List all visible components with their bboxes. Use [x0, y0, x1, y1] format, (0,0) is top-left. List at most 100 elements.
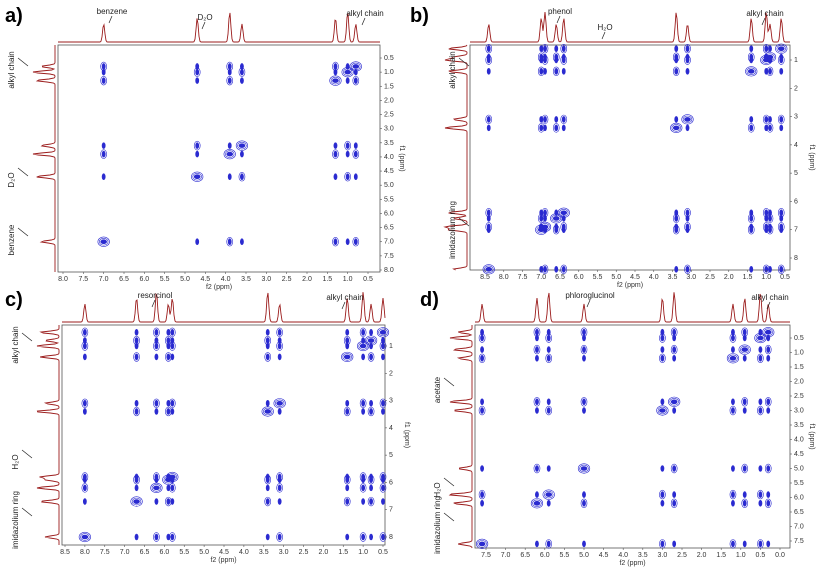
- cross-peak: [361, 473, 366, 481]
- diagonal-peak: [378, 328, 388, 337]
- cross-peak: [359, 532, 367, 542]
- cross-peak: [672, 540, 677, 548]
- x-tick-label: 8.0: [499, 274, 509, 281]
- cross-peak: [554, 124, 559, 132]
- annotation-arrow: [443, 512, 455, 522]
- diagonal-peak: [482, 264, 495, 275]
- cross-peak: [766, 465, 771, 472]
- cross-peak: [672, 328, 677, 336]
- cross-peak: [485, 43, 493, 54]
- cross-peak: [684, 208, 691, 218]
- x-tick-label: 6.0: [540, 552, 550, 559]
- y-tick-label: 6.0: [794, 495, 804, 502]
- cross-peak: [535, 407, 539, 414]
- y-tick-label: 7: [794, 227, 798, 234]
- diagonal-peak: [261, 406, 274, 417]
- cross-peak: [545, 353, 553, 363]
- cross-peak: [381, 399, 385, 407]
- cross-peak: [758, 354, 763, 362]
- annotation-arrow: [151, 299, 156, 308]
- y-tick-label: 7: [389, 507, 393, 514]
- cross-peak: [359, 483, 367, 493]
- cross-peak: [240, 68, 244, 76]
- cross-peak: [580, 327, 588, 337]
- x-tick-label: 1.0: [343, 276, 353, 283]
- cross-peak: [81, 398, 89, 408]
- cross-peak: [660, 398, 665, 406]
- cross-peak: [731, 491, 735, 498]
- cross-peak: [82, 342, 87, 350]
- cross-peak: [764, 498, 772, 508]
- top-annotation: benzene: [97, 7, 128, 16]
- diagonal-peak: [766, 54, 774, 60]
- cross-peak: [81, 472, 89, 482]
- cross-peak: [731, 465, 735, 472]
- x-tick-label: 2.5: [705, 274, 715, 281]
- y-tick-label: 6: [794, 198, 798, 205]
- diagonal-peak: [540, 223, 550, 231]
- x-tick-label: 1.5: [322, 276, 332, 283]
- cross-peak: [352, 75, 360, 86]
- cross-peak: [546, 398, 551, 406]
- diagonal-peak: [738, 344, 751, 355]
- cross-peak: [660, 334, 665, 342]
- diagonal-peak: [544, 490, 554, 499]
- cross-peak: [345, 150, 350, 158]
- cross-peak: [240, 173, 244, 181]
- diagonal-peak: [341, 351, 354, 363]
- diagonal-peak: [153, 485, 160, 491]
- diagonal-peak: [764, 329, 772, 335]
- y-tick-label: 4.5: [384, 168, 394, 175]
- cross-peak: [277, 342, 282, 350]
- y-axis-title: f1 (ppm): [403, 422, 410, 448]
- cross-peak: [227, 68, 232, 76]
- cross-peak: [332, 237, 339, 247]
- cross-peak: [731, 328, 735, 336]
- cross-peak: [580, 344, 588, 355]
- cross-peak: [779, 209, 784, 217]
- cross-peak: [264, 335, 272, 346]
- diagonal-peak: [151, 484, 162, 492]
- cross-peak: [276, 327, 283, 338]
- diagonal-peak: [332, 78, 339, 83]
- cross-peak: [381, 533, 385, 541]
- cross-peak: [170, 484, 175, 492]
- diagonal-peak: [668, 396, 681, 407]
- cross-peak: [684, 264, 691, 275]
- side-spectrum: [443, 44, 468, 271]
- cross-peak: [345, 533, 350, 541]
- annotation-arrow: [443, 377, 455, 387]
- cross-peak: [749, 223, 754, 231]
- cross-peak: [344, 172, 351, 182]
- cross-peak: [227, 77, 232, 84]
- y-tick-label: 4: [389, 425, 393, 432]
- x-tick-label: 6.5: [520, 552, 530, 559]
- cross-peak: [195, 77, 200, 84]
- top-annotation: alkyl chain: [746, 9, 783, 18]
- diagonal-peak: [330, 76, 341, 85]
- cross-peak: [381, 353, 385, 361]
- cross-peak: [670, 344, 678, 355]
- side-annotation: imidazolium ring: [433, 496, 442, 554]
- cross-peak: [480, 354, 484, 362]
- panel-label: d): [420, 289, 439, 311]
- cross-peak: [749, 45, 754, 52]
- cross-peak: [560, 114, 568, 125]
- cross-peak: [381, 473, 385, 481]
- x-tick-label: 7.5: [78, 276, 88, 283]
- x-tick-label: 3.5: [638, 552, 648, 559]
- cross-peak: [545, 405, 553, 416]
- cross-peak: [758, 398, 763, 406]
- cross-peak: [777, 264, 785, 275]
- cross-peak: [480, 407, 484, 414]
- cross-peak: [764, 463, 772, 474]
- diagonal-peak: [133, 499, 140, 504]
- diagonal-peak: [223, 149, 236, 160]
- cross-peak: [582, 398, 586, 406]
- cross-peak: [264, 496, 272, 507]
- cross-peak: [195, 63, 200, 70]
- y-tick-label: 5.0: [794, 466, 804, 473]
- x-tick-label: 2.5: [677, 552, 687, 559]
- top-annotation: alkyl chain: [326, 293, 363, 302]
- cross-peak: [369, 329, 373, 336]
